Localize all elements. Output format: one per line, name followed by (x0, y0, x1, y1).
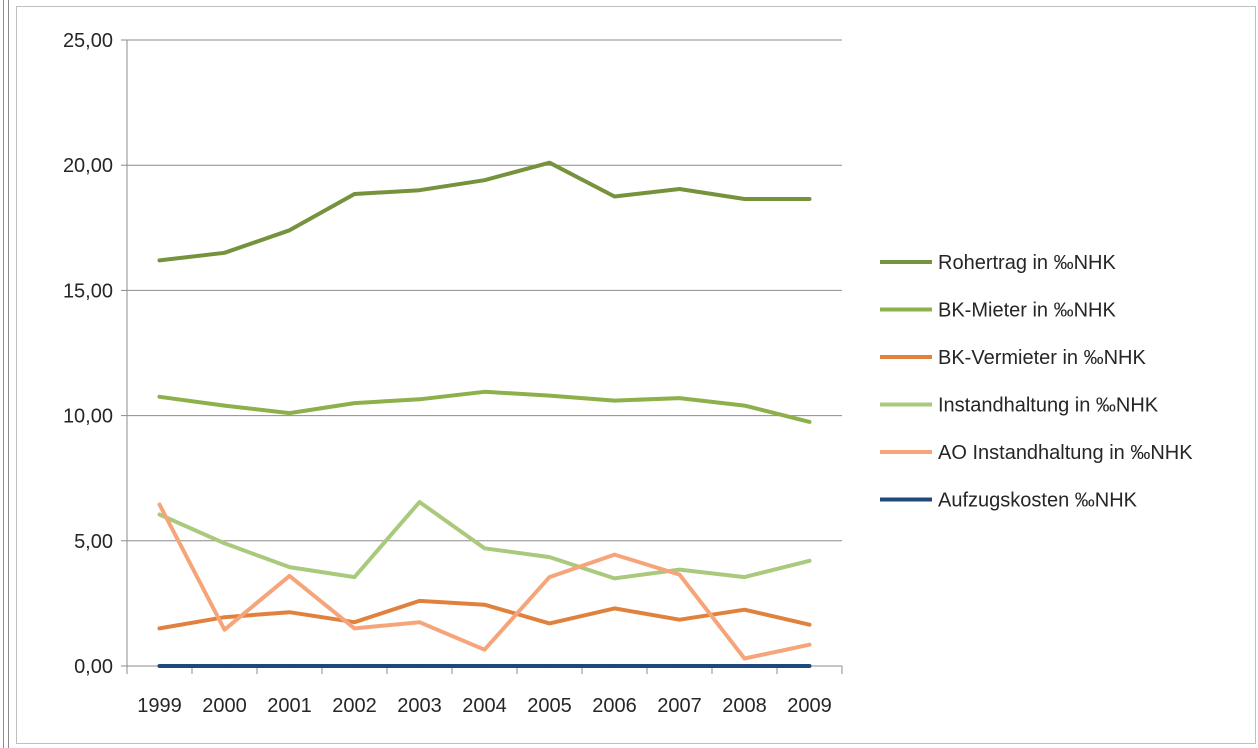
legend-label: BK-Mieter in ‰NHK (938, 300, 1116, 322)
axes (126, 40, 842, 667)
y-tick-label: 0,00 (74, 656, 113, 678)
x-tick-label: 2004 (462, 695, 507, 717)
x-tick-label: 2007 (657, 695, 702, 717)
x-tick-label: 2001 (267, 695, 312, 717)
x-tick-label: 1999 (137, 695, 182, 717)
y-tick-label: 15,00 (63, 280, 113, 302)
x-tick-label: 2003 (397, 695, 442, 717)
series-line (157, 500, 812, 581)
x-tick-label: 2009 (787, 695, 832, 717)
legend-label: Aufzugskosten ‰NHK (938, 490, 1138, 512)
y-axis-ticks: 0,00 5,00 10,00 15,00 20,00 25,00 (63, 30, 127, 678)
y-tick-label: 10,00 (63, 406, 113, 428)
x-tick-label: 2002 (332, 695, 377, 717)
x-tick-label: 2006 (592, 695, 637, 717)
legend-label: BK-Vermieter in ‰NHK (938, 347, 1146, 369)
series-line (157, 160, 812, 263)
y-tick-label: 20,00 (63, 155, 113, 177)
window-frame-line (8, 0, 9, 748)
x-tick-label: 2005 (527, 695, 572, 717)
gridlines (127, 39, 842, 542)
x-tick-label: 2000 (202, 695, 247, 717)
series-lines (157, 160, 812, 668)
y-tick-label: 5,00 (74, 531, 113, 553)
legend-label: AO Instandhaltung in ‰NHK (938, 442, 1193, 464)
y-tick-label: 25,00 (63, 30, 113, 52)
chart-area (16, 6, 1256, 744)
legend-label: Instandhaltung in ‰NHK (938, 395, 1159, 417)
x-axis-ticks: 1999 2000 2001 2002 2003 2004 2005 2006 2007 2008… (126, 666, 843, 717)
legend: Rohertrag in ‰NHK BK-Mieter in ‰NHK BK-Ver… (880, 252, 1193, 512)
x-tick-label: 2008 (722, 695, 767, 717)
series-line (157, 389, 812, 424)
legend-label: Rohertrag in ‰NHK (938, 252, 1117, 274)
series-line (157, 502, 812, 661)
window-frame-line (3, 0, 4, 748)
